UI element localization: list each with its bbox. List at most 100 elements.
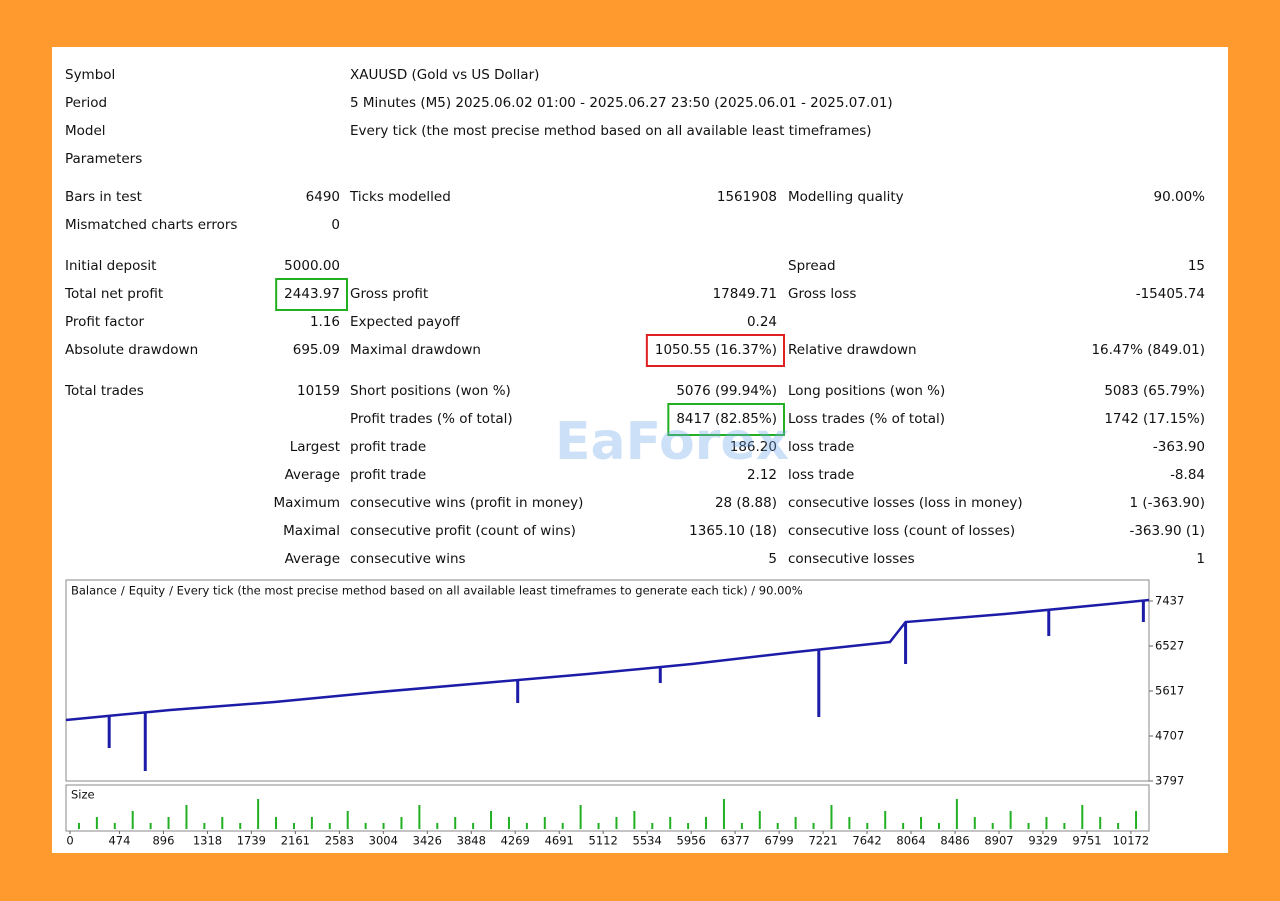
y-tick-label: 3797 [1155, 774, 1184, 788]
size-bar [902, 823, 905, 829]
stat-value: 2.12 [747, 467, 777, 483]
stat-label: Maximal drawdown [350, 342, 481, 358]
size-bar [1045, 817, 1048, 829]
x-tick-label: 5112 [589, 834, 618, 848]
size-area [65, 784, 1150, 832]
size-bar [651, 823, 654, 829]
stat-value: 1 [1196, 551, 1205, 567]
stat-value: 0.24 [747, 314, 777, 330]
size-bar [1135, 811, 1138, 829]
stat-value: 8417 (82.85%) [676, 411, 777, 427]
highlight-box [645, 334, 785, 367]
size-bar [687, 823, 690, 829]
row-value: 5 Minutes (M5) 2025.06.02 01:00 - 2025.0… [350, 95, 893, 111]
size-bar [955, 799, 958, 829]
stat-label: Short positions (won %) [350, 383, 511, 399]
stat-label: Loss trades (% of total) [788, 411, 945, 427]
row-label: Model [65, 123, 106, 139]
size-bar [149, 823, 152, 829]
row-value: Every tick (the most precise method base… [350, 123, 872, 139]
size-bar [937, 823, 940, 829]
x-tick-label: 6377 [720, 834, 749, 848]
size-bar [131, 811, 134, 829]
x-tick-label: 4269 [501, 834, 530, 848]
stat-value: -363.90 (1) [1129, 523, 1205, 539]
stat-value: 1.16 [310, 314, 340, 330]
stat-value: Maximum [273, 495, 340, 511]
size-label: Size [71, 788, 95, 802]
x-tick-label: 8907 [984, 834, 1013, 848]
stat-label: Spread [788, 258, 836, 274]
x-tick-label: 2583 [325, 834, 354, 848]
stat-value: 6490 [306, 189, 340, 205]
x-tick-label: 3004 [369, 834, 398, 848]
size-bar [382, 823, 385, 829]
stat-value: 0 [331, 217, 340, 233]
size-bar [507, 817, 510, 829]
stat-label: consecutive wins (profit in money) [350, 495, 583, 511]
legend-note: / Every tick (the most precise method ba… [169, 584, 803, 598]
size-bar [1081, 805, 1084, 829]
y-tick-label: 4707 [1155, 729, 1184, 743]
size-bar [669, 817, 672, 829]
stat-label: Total trades [64, 383, 144, 399]
stat-value: Largest [290, 439, 340, 455]
size-bar [579, 805, 582, 829]
x-tick-label: 3426 [413, 834, 442, 848]
stat-label: Gross profit [350, 286, 428, 302]
stat-label: Relative drawdown [788, 342, 917, 358]
stat-value: -8.84 [1170, 467, 1205, 483]
size-bar [436, 823, 439, 829]
highlight-box [667, 403, 785, 436]
size-bar [615, 817, 618, 829]
size-bar [561, 823, 564, 829]
highlight-box [275, 278, 348, 311]
size-bar [95, 817, 98, 829]
size-bar [758, 811, 761, 829]
stat-label: Absolute drawdown [65, 342, 198, 358]
x-tick-label: 5534 [633, 834, 662, 848]
size-bar [185, 805, 188, 829]
x-tick-label: 0 [66, 834, 73, 848]
size-bar [364, 823, 367, 829]
x-tick-label: 5956 [677, 834, 706, 848]
x-tick-label: 8064 [896, 834, 925, 848]
size-bar [794, 817, 797, 829]
size-bar [472, 823, 475, 829]
size-bar [257, 799, 260, 829]
legend-separator: / [121, 584, 125, 598]
stat-label: Mismatched charts errors [65, 217, 237, 233]
size-bar [1063, 823, 1066, 829]
stat-label: consecutive loss (count of losses) [788, 523, 1015, 539]
stat-value: -363.90 [1153, 439, 1205, 455]
legend-entry: Equity [129, 584, 166, 598]
size-bar [113, 823, 116, 829]
watermark: EaForex [555, 412, 789, 472]
x-tick-label: 896 [152, 834, 174, 848]
size-bar [740, 823, 743, 829]
size-bar [991, 823, 994, 829]
x-tick-label: 7221 [808, 834, 837, 848]
x-tick-label: 2161 [281, 834, 310, 848]
stat-value: Average [285, 551, 340, 567]
size-bar [776, 823, 779, 829]
size-bar [454, 817, 457, 829]
stat-value: 5000.00 [284, 258, 340, 274]
size-bar [400, 817, 403, 829]
stat-label: profit trade [350, 439, 426, 455]
size-bar [597, 823, 600, 829]
x-tick-label: 1739 [237, 834, 266, 848]
row-value: XAUUSD (Gold vs US Dollar) [350, 67, 539, 83]
legend-entry: Balance [71, 584, 117, 598]
size-bar [1009, 811, 1012, 829]
size-bar [543, 817, 546, 829]
y-tick-label: 5617 [1155, 684, 1184, 698]
stat-value: 186.20 [730, 439, 777, 455]
y-tick-label: 6527 [1155, 639, 1184, 653]
size-bar [920, 817, 923, 829]
stat-label: Total net profit [64, 286, 163, 302]
x-tick-label: 474 [108, 834, 130, 848]
balance-line [65, 598, 1150, 722]
size-bar [866, 823, 869, 829]
x-tick-label: 3848 [457, 834, 486, 848]
